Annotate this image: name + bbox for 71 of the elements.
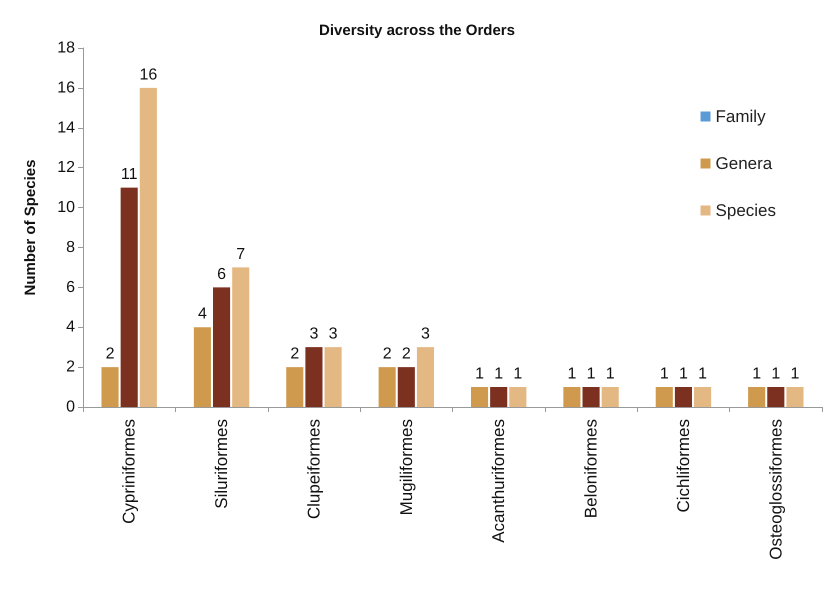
x-tick-label: Osteoglossiformes [766, 419, 786, 560]
data-label: 3 [421, 326, 430, 343]
y-tick-label: 12 [57, 159, 76, 176]
chart-title: Diversity across the Orders [319, 22, 515, 39]
x-tick-label: Mugiliformes [396, 419, 416, 516]
data-label: 2 [106, 346, 115, 363]
x-tick-label: Beloniformes [582, 419, 601, 518]
data-label: 1 [475, 366, 484, 383]
bar [602, 387, 619, 407]
bar [767, 387, 784, 407]
bar [694, 387, 712, 407]
bar [563, 387, 580, 407]
bar [470, 387, 488, 407]
bar [232, 267, 250, 407]
data-label: 1 [567, 366, 576, 383]
data-label: 11 [120, 166, 138, 184]
y-axis-title: Number of Species [22, 160, 39, 296]
legend-label: Family [716, 107, 766, 126]
bar [786, 387, 804, 407]
bar [656, 387, 673, 407]
bar [101, 367, 119, 407]
y-tick-label: 6 [66, 278, 76, 296]
y-tick-label: 16 [57, 79, 76, 96]
bar [490, 387, 508, 407]
bar [378, 367, 396, 407]
data-label: 3 [309, 326, 318, 343]
bar [324, 347, 342, 407]
bar [120, 188, 138, 407]
data-label: 1 [513, 366, 522, 383]
y-tick-label: 8 [66, 238, 76, 256]
legend-label: Species [716, 201, 776, 220]
x-tick-label: Acanthuriformes [489, 419, 508, 543]
bar [194, 327, 211, 407]
data-label: 3 [328, 326, 338, 343]
y-tick-label: 10 [57, 199, 76, 216]
bar [674, 387, 692, 407]
data-label: 1 [698, 366, 708, 383]
bar [748, 387, 766, 407]
bar [509, 387, 526, 407]
data-label: 16 [139, 66, 158, 84]
data-label: 6 [217, 266, 226, 283]
data-label: 2 [382, 346, 392, 363]
data-label: 1 [771, 366, 780, 383]
bar [286, 367, 304, 407]
bar [582, 387, 600, 407]
x-tick-label: Siluriformes [212, 419, 232, 509]
data-label: 1 [790, 366, 800, 383]
bar [398, 367, 415, 407]
y-tick-label: 2 [66, 358, 76, 376]
y-tick-label: 4 [66, 318, 76, 336]
data-label: 2 [402, 346, 411, 363]
y-tick-label: 14 [57, 119, 76, 136]
bar [305, 347, 322, 407]
data-label: 7 [236, 246, 246, 263]
data-label: 1 [660, 366, 669, 383]
y-tick-label: 0 [66, 398, 76, 416]
bar [416, 347, 434, 407]
legend-label: Genera [716, 154, 773, 173]
data-label: 2 [290, 346, 300, 363]
x-tick-label: Clupeiformes [304, 419, 324, 520]
x-tick-label: Cypriniformes [120, 419, 139, 524]
bar [213, 287, 230, 407]
y-tick-label: 18 [57, 40, 76, 56]
data-label: 4 [198, 306, 207, 323]
data-label: 1 [494, 366, 504, 383]
x-tick-label: Cichliformes [674, 419, 693, 513]
bar [140, 88, 157, 407]
data-label: 1 [606, 366, 615, 383]
data-label: 1 [752, 366, 762, 383]
data-label: 1 [678, 366, 688, 383]
data-label: 1 [586, 366, 596, 383]
